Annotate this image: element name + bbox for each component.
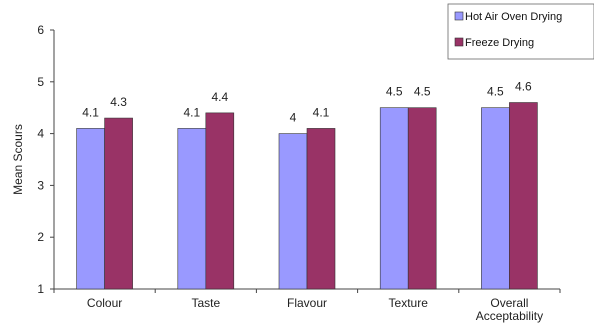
x-category-label: Texture xyxy=(389,296,429,310)
legend-box xyxy=(447,3,594,60)
y-tick-label: 3 xyxy=(37,178,44,192)
bar-hot-air-oven-drying xyxy=(278,133,308,290)
bar-hot-air-oven-drying xyxy=(379,107,409,290)
data-label: 4.3 xyxy=(110,95,127,109)
data-label: 4.1 xyxy=(183,105,200,119)
axes-group xyxy=(50,29,561,293)
legend-label: Freeze Drying xyxy=(465,37,534,49)
data-label: 4.6 xyxy=(515,80,532,94)
x-category-label: Acceptability xyxy=(476,309,543,323)
x-category-label: Taste xyxy=(191,296,220,310)
y-tick-label: 2 xyxy=(37,230,44,244)
bar-freeze-drying xyxy=(205,112,235,290)
data-label: 4 xyxy=(290,111,297,125)
legend-swatch xyxy=(454,11,464,21)
bars-group xyxy=(76,102,538,290)
x-category-label: Overall xyxy=(490,296,528,310)
data-label: 4.5 xyxy=(487,85,504,99)
data-labels-group: 4.1 4.3 4.1 4.4 4 4.1 4.5 4.5 4.5 4.6 xyxy=(82,80,532,125)
legend-label: Hot Air Oven Drying xyxy=(465,11,562,23)
y-axis-title: Mean Scours xyxy=(11,124,25,195)
bar-freeze-drying xyxy=(306,128,336,290)
y-tick-label: 6 xyxy=(37,23,44,37)
bar-freeze-drying xyxy=(104,117,133,290)
legend-swatch xyxy=(454,37,464,47)
bar-freeze-drying xyxy=(407,107,437,290)
bar-hot-air-oven-drying xyxy=(76,128,105,290)
legend: Hot Air Oven Drying Freeze Drying xyxy=(447,3,594,60)
data-label: 4.1 xyxy=(82,105,99,119)
y-tick-label: 4 xyxy=(37,127,44,141)
y-tick-label: 1 xyxy=(37,282,44,296)
data-label: 4.4 xyxy=(211,90,228,104)
data-label: 4.1 xyxy=(313,105,330,119)
x-category-label: Flavour xyxy=(287,296,327,310)
y-tick-label: 5 xyxy=(37,75,44,89)
bar-freeze-drying xyxy=(509,102,538,290)
bar-hot-air-oven-drying xyxy=(177,128,207,290)
data-label: 4.5 xyxy=(414,85,431,99)
y-tick-labels: 1 2 3 4 5 6 xyxy=(37,23,44,296)
bar-hot-air-oven-drying xyxy=(481,107,510,290)
x-category-labels: Colour Taste Flavour Texture OverallAcceptab… xyxy=(87,296,543,323)
x-category-label: Colour xyxy=(87,296,122,310)
data-label: 4.5 xyxy=(386,85,403,99)
